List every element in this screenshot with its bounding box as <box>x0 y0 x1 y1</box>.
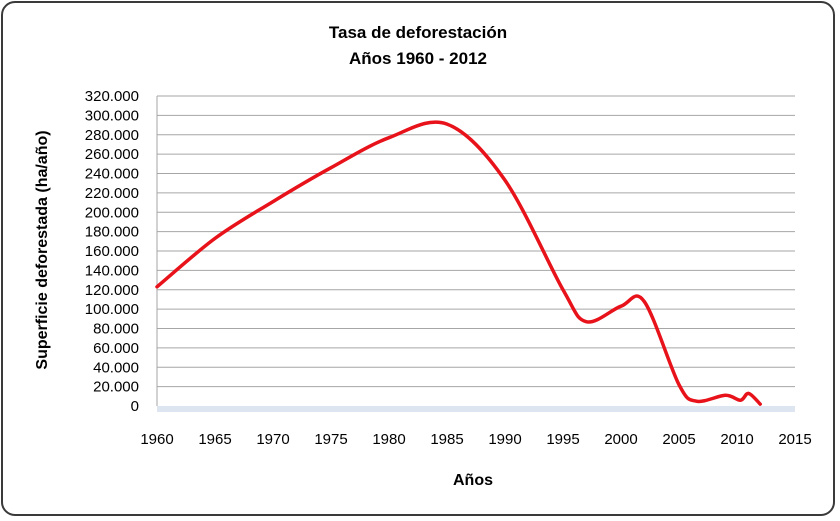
series-layer <box>155 120 762 406</box>
chart-title: Tasa de deforestación <box>329 23 507 42</box>
x-tick-label: 2005 <box>662 431 695 448</box>
y-tick-label: 180.000 <box>85 224 139 241</box>
y-tick-label: 300.000 <box>85 107 139 124</box>
x-tick-label: 1985 <box>430 431 463 448</box>
y-tick-label: 100.000 <box>85 301 139 318</box>
y-axis-label: Superficie deforestada (ha/año) <box>34 130 51 369</box>
x-axis-floor <box>157 406 795 412</box>
y-tick-label: 160.000 <box>85 243 139 260</box>
y-axis-ticks: 0 20.000 40.000 60.000 80.000 100.000 120.000 1… <box>85 88 139 415</box>
y-tick-label: 260.000 <box>85 146 139 163</box>
x-tick-label: 1975 <box>314 431 347 448</box>
y-tick-label: 120.000 <box>85 282 139 299</box>
chart-subtitle: Años 1960 - 2012 <box>349 49 487 68</box>
y-tick-label: 60.000 <box>93 340 139 357</box>
gridlines <box>156 95 795 406</box>
x-tick-label: 1960 <box>140 431 173 448</box>
x-tick-label: 2010 <box>720 431 753 448</box>
x-axis-ticks: 1960 1965 1970 1975 1980 1985 1990 1995 2000 2005… <box>140 431 811 448</box>
y-tick-label: 200.000 <box>85 204 139 221</box>
x-tick-label: 1980 <box>372 431 405 448</box>
x-axis-label: Años <box>453 472 493 489</box>
y-tick-label: 140.000 <box>85 262 139 279</box>
y-tick-label: 0 <box>131 398 139 415</box>
y-tick-label: 20.000 <box>93 379 139 396</box>
x-tick-label: 1995 <box>546 431 579 448</box>
series-line <box>155 120 762 406</box>
x-tick-label: 1990 <box>488 431 521 448</box>
x-tick-label: 2000 <box>604 431 637 448</box>
y-tick-label: 80.000 <box>93 321 139 338</box>
y-tick-label: 320.000 <box>85 88 139 105</box>
x-tick-label: 1965 <box>198 431 231 448</box>
x-tick-label: 1970 <box>256 431 289 448</box>
y-tick-label: 40.000 <box>93 359 139 376</box>
y-tick-label: 240.000 <box>85 166 139 183</box>
y-tick-label: 280.000 <box>85 127 139 144</box>
y-tick-label: 220.000 <box>85 185 139 202</box>
x-tick-label: 2015 <box>778 431 811 448</box>
